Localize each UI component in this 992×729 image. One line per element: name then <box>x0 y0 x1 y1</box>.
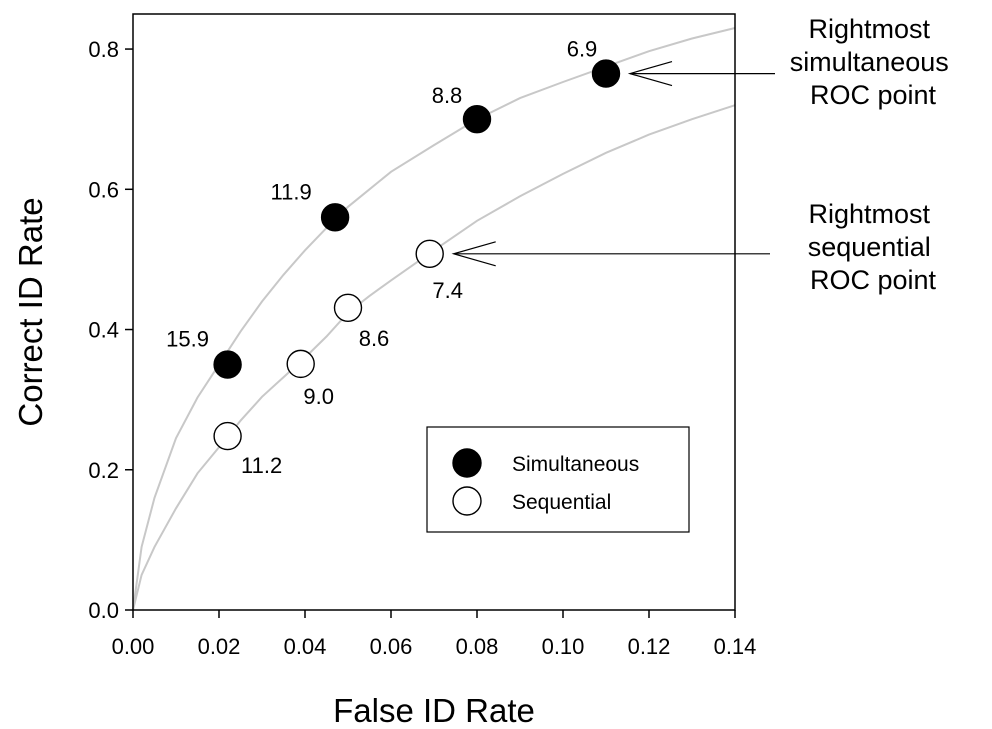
simultaneous-point-label-3: 8.8 <box>432 83 463 108</box>
plot-frame <box>132 13 736 611</box>
simultaneous-point-3 <box>462 104 492 134</box>
arrow-head-0 <box>627 61 673 87</box>
annotation-arrows <box>451 61 775 267</box>
sequential-point-3 <box>333 293 363 322</box>
y-tick-label-0: 0.0 <box>88 598 119 623</box>
x-tick-label-0: 0.00 <box>112 634 155 659</box>
x-tick-label-1: 0.02 <box>198 634 241 659</box>
data-points <box>213 59 621 451</box>
legend-label-sequential: Sequential <box>512 491 611 514</box>
sequential-point-label-4: 7.4 <box>432 278 463 303</box>
legend-box <box>426 426 690 533</box>
y-axis-title: Correct ID Rate <box>12 197 49 426</box>
sequential-point-2 <box>286 349 315 379</box>
x-tick-label-5: 0.10 <box>542 634 585 659</box>
y-tick-label-4: 0.8 <box>88 37 119 62</box>
sequential-point-label-3: 8.6 <box>359 326 390 351</box>
annotation-simultaneous-line-3: ROC point <box>810 80 937 110</box>
simultaneous-point-1 <box>213 350 242 379</box>
x-tick-label-4: 0.08 <box>456 634 499 659</box>
annotations: Rightmost simultaneous ROC point Rightmo… <box>790 14 957 295</box>
y-tick-label-1: 0.2 <box>88 458 119 483</box>
simultaneous-point-2 <box>320 203 350 232</box>
annotation-sequential-line-3: ROC point <box>810 265 937 295</box>
simultaneous-point-label-4: 6.9 <box>567 37 598 62</box>
x-tick-label-2: 0.04 <box>284 634 327 659</box>
point-labels: 15.9 11.9 8.8 6.9 11.2 9.0 8.6 7.4 <box>166 37 597 479</box>
annotation-simultaneous-line-1: Rightmost <box>808 14 930 44</box>
annotation-sequential-line-2: sequential <box>808 232 931 262</box>
sequential-point-4 <box>415 239 444 269</box>
y-tick-label-3: 0.6 <box>88 177 119 202</box>
axis-ticks: 0.00 0.02 0.04 0.06 0.08 0.10 0.12 0.14 0.0 0.2 0.… <box>88 37 756 659</box>
simultaneous-point-4 <box>591 59 621 88</box>
legend-marker-simultaneous <box>452 448 482 478</box>
x-axis-title: False ID Rate <box>333 692 535 729</box>
simultaneous-point-label-1: 15.9 <box>166 327 209 352</box>
legend-marker-sequential <box>452 486 482 516</box>
sequential-point-1 <box>213 421 242 451</box>
annotation-simultaneous-line-2: simultaneous <box>790 47 949 77</box>
roc-curve-2 <box>132 104 736 611</box>
simultaneous-point-label-2: 11.9 <box>271 179 312 204</box>
x-tick-label-6: 0.12 <box>628 634 671 659</box>
sequential-point-label-1: 11.2 <box>241 453 282 478</box>
arrow-head-1 <box>451 241 496 267</box>
sequential-point-label-2: 9.0 <box>303 384 334 409</box>
x-tick-label-3: 0.06 <box>370 634 413 659</box>
annotation-simultaneous: Rightmost simultaneous ROC point <box>790 14 957 110</box>
legend: Simultaneous Sequential <box>426 426 690 533</box>
y-tick-label-2: 0.4 <box>88 318 119 343</box>
annotation-sequential-line-1: Rightmost <box>808 199 930 229</box>
legend-label-simultaneous: Simultaneous <box>512 453 639 476</box>
x-tick-label-7: 0.14 <box>714 634 757 659</box>
annotation-sequential: Rightmost sequential ROC point <box>808 199 939 295</box>
